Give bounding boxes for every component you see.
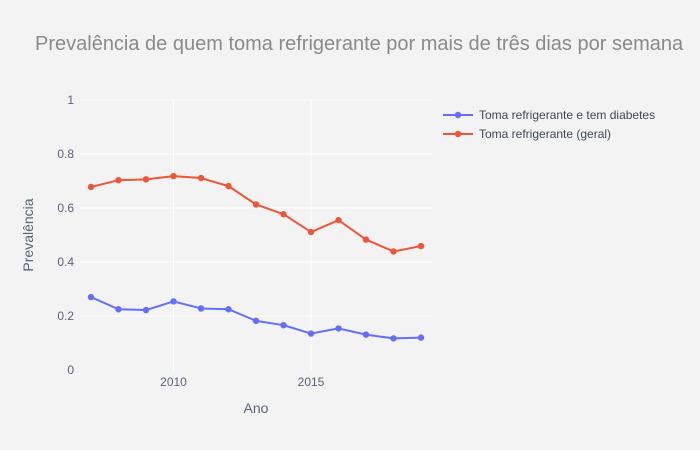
- data-point[interactable]: [390, 335, 397, 342]
- data-point[interactable]: [87, 293, 95, 301]
- data-point[interactable]: [307, 330, 315, 337]
- x-axis-title: Ano: [244, 400, 269, 416]
- data-point[interactable]: [390, 248, 397, 255]
- series-1[interactable]: [87, 293, 425, 342]
- series-2[interactable]: [87, 172, 425, 255]
- data-point[interactable]: [362, 236, 370, 243]
- y-tick-label: 0.2: [57, 309, 74, 323]
- data-point[interactable]: [225, 182, 232, 190]
- y-axis-title: Prevalência: [20, 198, 36, 271]
- data-point[interactable]: [417, 242, 425, 250]
- y-tick-label: 0.8: [57, 147, 74, 161]
- data-point[interactable]: [197, 174, 205, 182]
- data-point[interactable]: [225, 306, 232, 313]
- data-point[interactable]: [335, 216, 342, 224]
- data-point[interactable]: [252, 201, 260, 208]
- data-point[interactable]: [115, 306, 122, 313]
- chart-title: Prevalência de quem toma refrigerante po…: [35, 33, 684, 55]
- data-point[interactable]: [252, 317, 260, 325]
- legend-item[interactable]: Toma refrigerante e tem diabetes: [443, 108, 655, 122]
- y-tick-label: 0: [67, 363, 74, 377]
- legend-label: Toma refrigerante (geral): [479, 127, 611, 141]
- data-point[interactable]: [115, 176, 122, 184]
- axis-layer: 0 0.2 0.4 0.6 0.8 1 2010 2015: [57, 93, 324, 389]
- legend-item[interactable]: Toma refrigerante (geral): [443, 127, 611, 141]
- data-point[interactable]: [307, 228, 315, 236]
- data-point[interactable]: [280, 321, 287, 329]
- data-point[interactable]: [142, 176, 150, 183]
- series-layer: [87, 172, 425, 342]
- data-point[interactable]: [87, 183, 95, 191]
- legend[interactable]: Toma refrigerante e tem diabetes Toma ref…: [443, 108, 655, 141]
- data-point[interactable]: [170, 172, 177, 180]
- data-point[interactable]: [362, 331, 370, 338]
- grid-layer: [80, 99, 432, 370]
- x-tick-label: 2010: [160, 375, 187, 389]
- data-point[interactable]: [417, 334, 425, 341]
- y-tick-label: 0.4: [57, 255, 74, 269]
- data-point[interactable]: [335, 325, 342, 332]
- y-tick-label: 1: [67, 93, 74, 107]
- x-tick-label: 2015: [298, 375, 325, 389]
- data-point[interactable]: [280, 211, 287, 218]
- legend-marker: [454, 111, 462, 119]
- legend-marker: [454, 130, 462, 138]
- data-point[interactable]: [142, 306, 150, 314]
- legend-label: Toma refrigerante e tem diabetes: [479, 108, 655, 122]
- data-point[interactable]: [197, 305, 205, 312]
- y-tick-label: 0.6: [57, 201, 74, 215]
- data-point[interactable]: [170, 298, 177, 305]
